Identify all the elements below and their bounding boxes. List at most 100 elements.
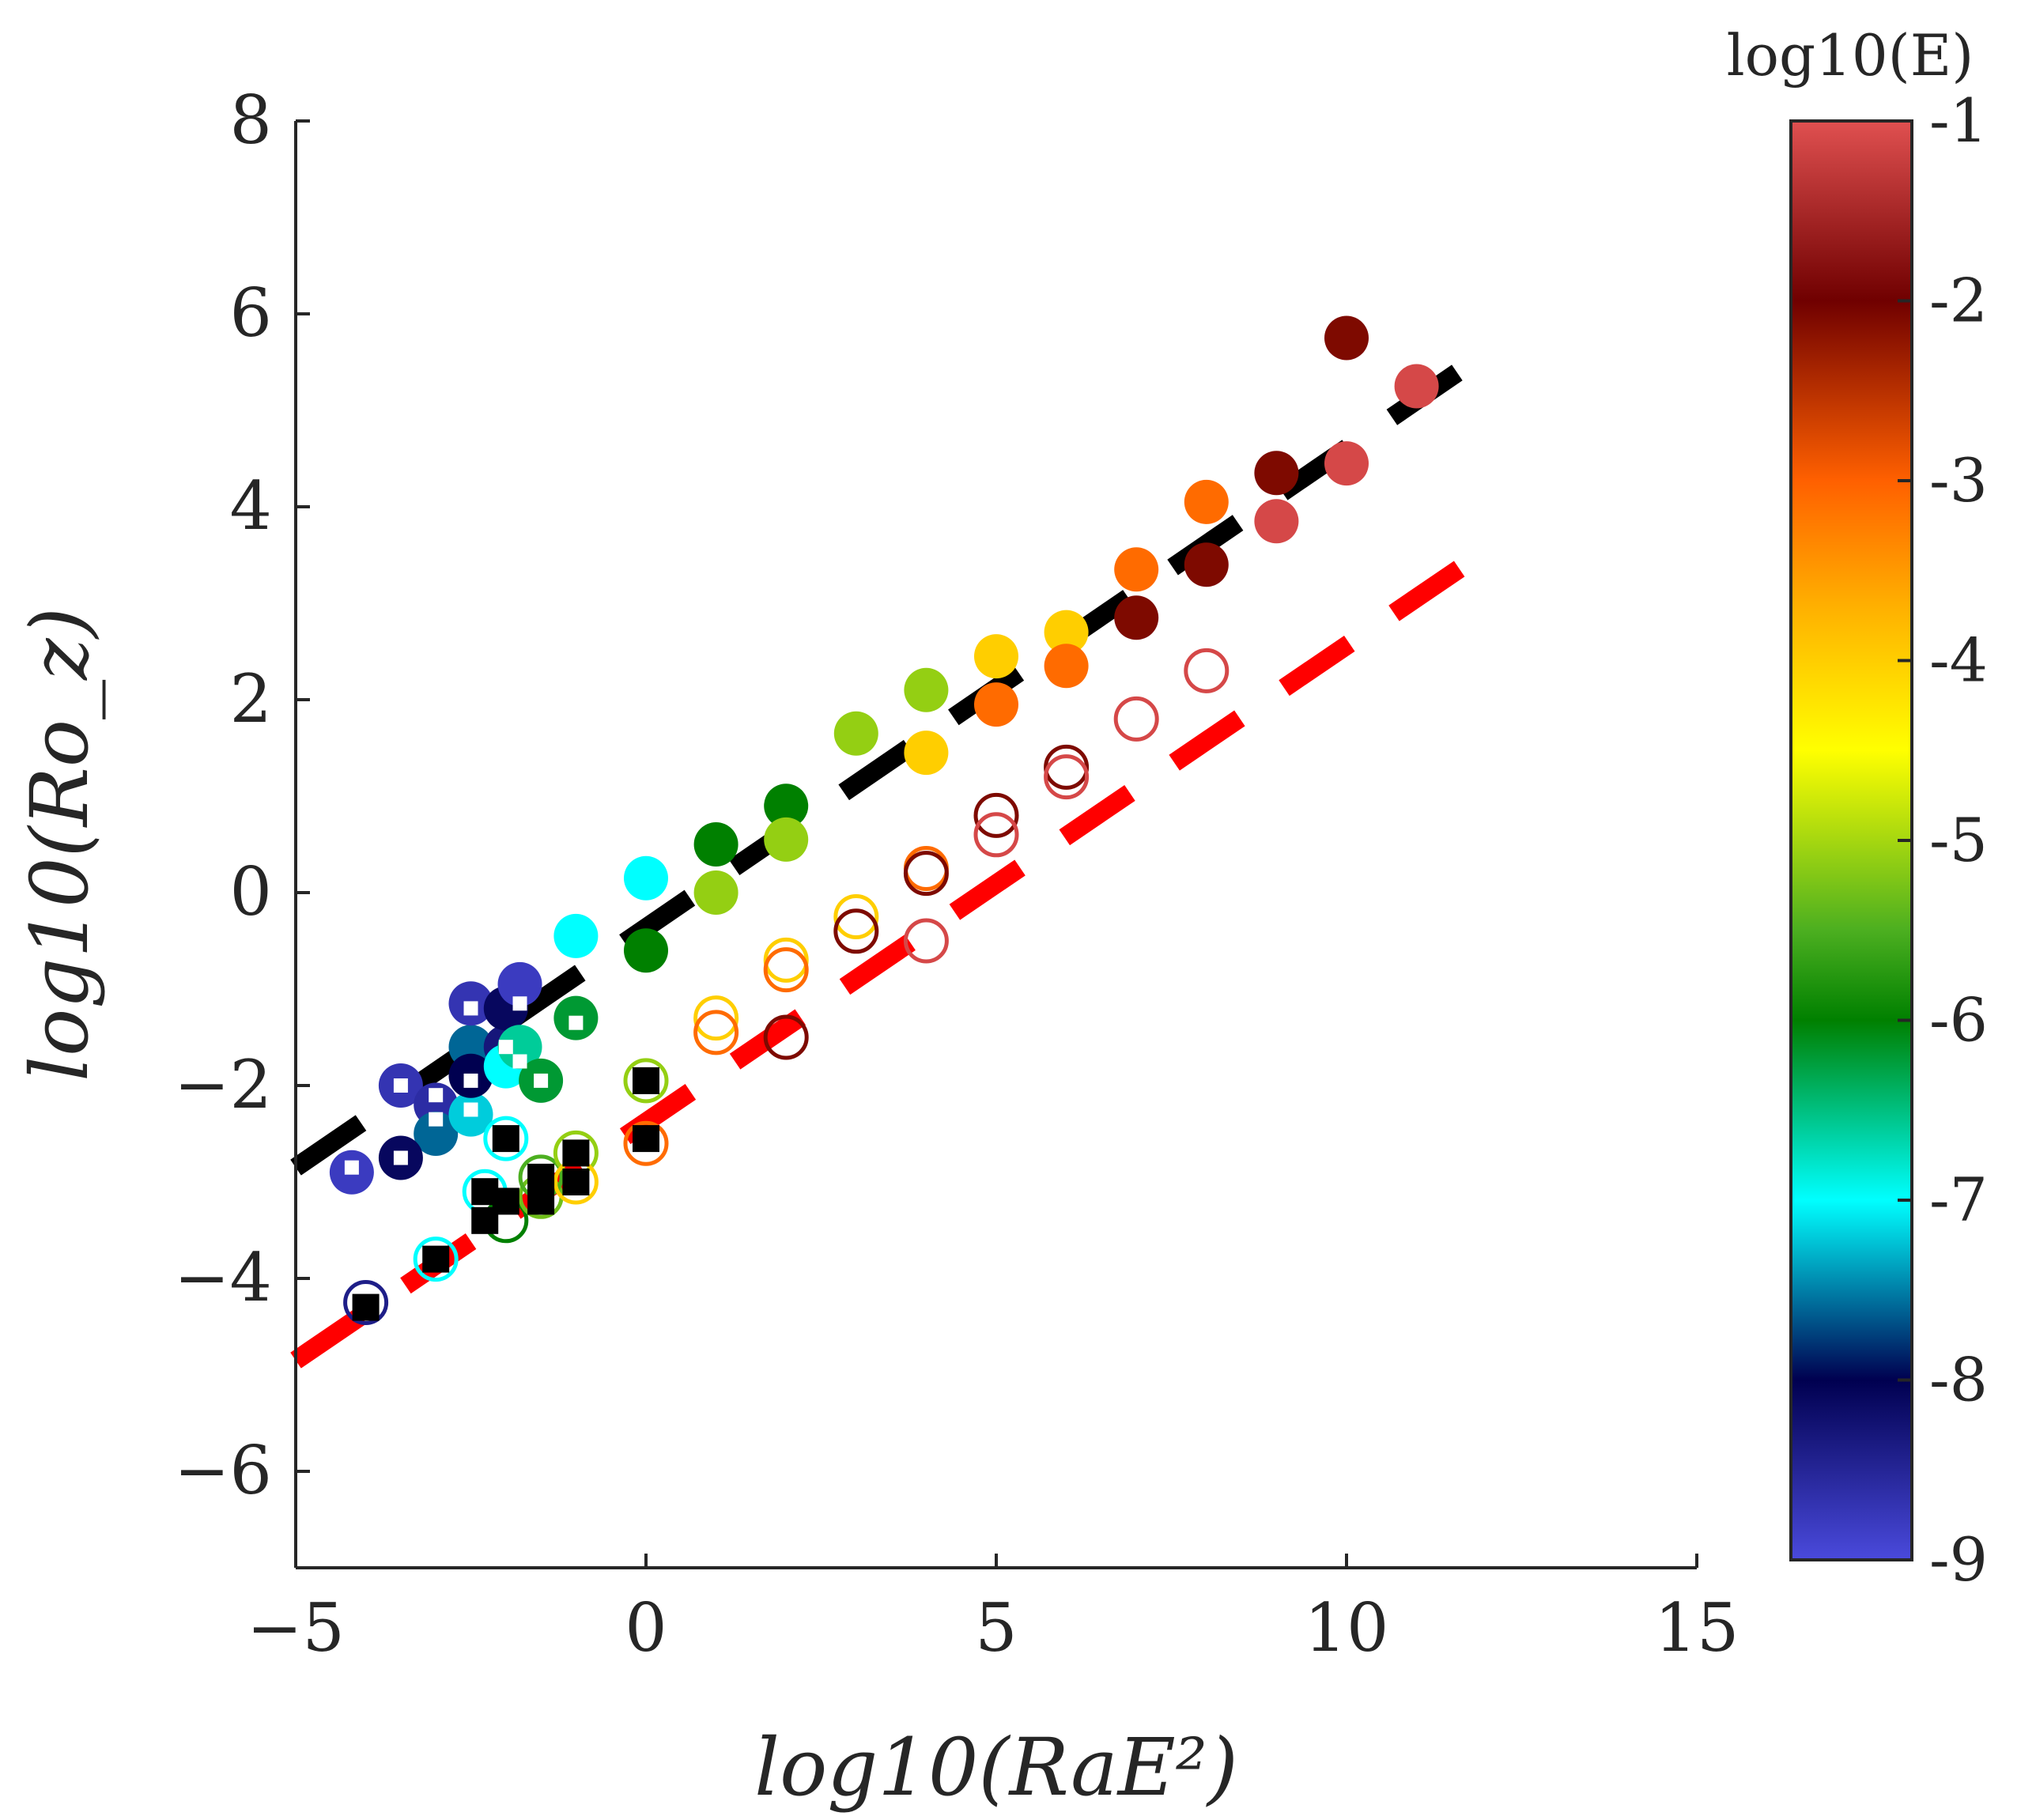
white-square-point: [393, 1150, 408, 1165]
open-circle-point: [903, 851, 949, 897]
open-circle-point: [763, 937, 809, 983]
y-tick-label: −2: [174, 1046, 272, 1123]
filled-circle-point: [833, 711, 878, 756]
white-square-point: [498, 1040, 513, 1055]
open-fit-line: [290, 542, 1492, 1369]
black-square-point: [422, 1245, 450, 1273]
white-square-point: [393, 1078, 408, 1093]
colorbar: [1789, 119, 1913, 1561]
black-square-point: [527, 1163, 555, 1191]
colorbar-tick-label: -5: [1929, 805, 1988, 875]
x-axis-title: log10(RaE²): [754, 1721, 1238, 1814]
black-square-point: [492, 1188, 519, 1215]
x-tick-label: 0: [625, 1589, 667, 1667]
white-square-point: [512, 1054, 527, 1069]
x-ticks: −5 0 5 10 15: [247, 1554, 1739, 1667]
colorbar-ticks: -9 -8 -7 -6 -5 -4 -3 -2 -1: [1898, 85, 1988, 1595]
open-circle-point: [693, 995, 739, 1041]
filled-circle-point: [904, 731, 949, 776]
filled-circle-point: [1044, 644, 1089, 689]
y-axis-title: log10(Ro_z): [13, 607, 106, 1082]
filled-circle-point: [624, 928, 668, 973]
y-tick-label: 8: [230, 81, 272, 159]
filled-circle-point: [624, 855, 668, 901]
white-square-point: [568, 1015, 584, 1030]
white-square-point: [429, 1112, 444, 1127]
open-circle-point: [973, 812, 1019, 858]
filled-circle-point: [693, 870, 738, 915]
black-square-point: [633, 1067, 659, 1094]
filled-circle-point: [764, 784, 809, 829]
filled-circle-point: [1044, 610, 1089, 655]
colorbar-tick-label: -3: [1929, 445, 1988, 515]
white-square-point: [344, 1160, 359, 1175]
black-square-point: [527, 1188, 555, 1215]
open-circle-point: [693, 1010, 739, 1055]
filled-circle-point: [497, 1025, 542, 1070]
white-square-point: [512, 996, 527, 1011]
y-ticks: −6 −4 −2 0 2 4 6 8: [174, 81, 310, 1509]
white-square-point: [463, 1102, 478, 1117]
open-circle-point: [833, 908, 879, 954]
y-tick-label: 4: [230, 467, 272, 545]
colorbar-tick-label: -1: [1929, 85, 1988, 156]
y-tick-label: −4: [174, 1239, 272, 1316]
filled-circle-point: [904, 667, 949, 712]
open-circle-point: [623, 1058, 669, 1104]
filled-circle-point: [974, 682, 1018, 727]
white-square-point: [463, 1001, 478, 1016]
filled-circle-point: [974, 634, 1018, 679]
filled-circle-point: [1254, 499, 1299, 544]
x-tick-label: 15: [1655, 1589, 1739, 1667]
open-circle-point: [1044, 754, 1090, 800]
open-circle-point: [763, 947, 809, 993]
colorbar-tick-label: -6: [1929, 985, 1988, 1055]
x-tick-label: 5: [975, 1589, 1017, 1667]
open-circle-point: [343, 1280, 389, 1325]
black-square-point: [562, 1139, 590, 1167]
filled-circle-point: [1184, 479, 1229, 524]
filled-circle-point: [1114, 547, 1159, 592]
black-square-point: [633, 1125, 659, 1153]
white-square-point: [463, 1073, 478, 1088]
filled-circle-point: [693, 822, 738, 867]
filled-circle-point: [1324, 441, 1369, 486]
y-tick-label: 6: [230, 274, 272, 352]
open-circle-point: [1044, 744, 1090, 790]
x-tick-label: −5: [247, 1589, 345, 1667]
open-circle-point: [413, 1237, 459, 1282]
filled-circle-point: [1114, 595, 1159, 640]
black-square-point: [352, 1293, 380, 1321]
open-circle-point: [623, 1120, 669, 1166]
y-tick-label: −6: [174, 1432, 272, 1509]
white-square-point: [534, 1073, 549, 1088]
y-tick-label: 2: [230, 660, 272, 738]
filled-circle-point: [764, 817, 809, 862]
colorbar-tick-label: -8: [1929, 1345, 1988, 1415]
colorbar-title: log10(E): [1727, 22, 1974, 89]
open-circle-point: [1184, 648, 1230, 693]
y-tick-label: 0: [230, 853, 272, 931]
open-circle-point: [833, 894, 879, 939]
filled-circle-point: [553, 913, 599, 958]
filled-circle-point: [1184, 542, 1229, 587]
filled-circle-point: [414, 1112, 459, 1156]
filled-circle-point: [497, 961, 542, 1006]
black-square-point: [562, 1169, 590, 1195]
open-circle-point: [763, 1014, 809, 1060]
white-square-point: [429, 1088, 444, 1103]
colorbar-tick-label: -4: [1929, 625, 1988, 696]
filled-circle-point: [1324, 315, 1369, 361]
black-square-point: [492, 1125, 519, 1153]
open-circle-point: [973, 792, 1019, 838]
open-circle-point: [483, 1116, 529, 1161]
open-circle-point: [903, 918, 949, 964]
colorbar-tick-label: -2: [1929, 266, 1988, 336]
x-tick-label: 10: [1305, 1589, 1389, 1667]
colorbar-tick-label: -7: [1929, 1165, 1988, 1235]
colorbar-tick-label: -9: [1929, 1524, 1988, 1595]
filled-circle-point: [1394, 364, 1439, 409]
open-circle-point: [1113, 696, 1159, 742]
